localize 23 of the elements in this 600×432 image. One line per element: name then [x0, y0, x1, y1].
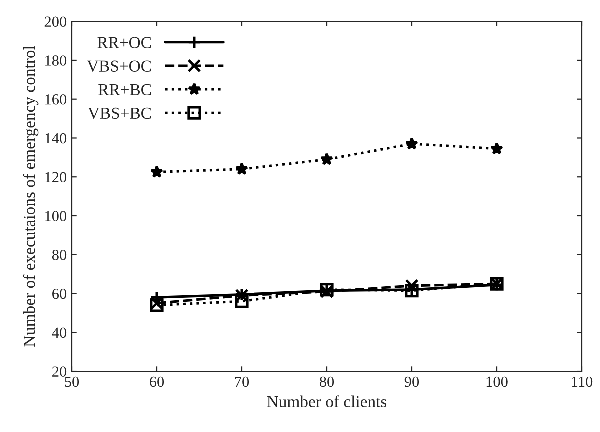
x-tick-label: 70: [235, 376, 250, 388]
x-tick-label: 80: [320, 376, 334, 388]
x-tick-label: 100: [486, 376, 508, 388]
x-tick-label: 60: [150, 376, 164, 388]
y-tick-label: 80: [52, 250, 67, 260]
legend-label: VBS+BC: [88, 108, 152, 120]
y-tick-label: 100: [46, 211, 67, 222]
y-tick-label: 20: [52, 366, 67, 377]
y-tick-label: 160: [46, 94, 67, 105]
x-tick-label: 50: [65, 376, 80, 388]
y-axis-title: Number of executaions of emergency control: [23, 46, 39, 348]
x-tick-label: 90: [404, 376, 420, 388]
legend-label: RR+BC: [98, 84, 152, 96]
y-tick-label: 60: [52, 288, 67, 300]
x-axis-title: Number of clients: [267, 396, 387, 408]
legend-label: VBS+OC: [87, 60, 152, 72]
y-tick-label: 140: [46, 133, 67, 144]
y-tick-label: 180: [46, 56, 67, 66]
y-tick-label: 120: [46, 172, 67, 183]
y-tick-label: 40: [52, 328, 67, 338]
x-tick-label: 110: [572, 376, 593, 388]
y-tick-label: 200: [44, 16, 67, 28]
legend-label: RR+OC: [98, 37, 152, 48]
